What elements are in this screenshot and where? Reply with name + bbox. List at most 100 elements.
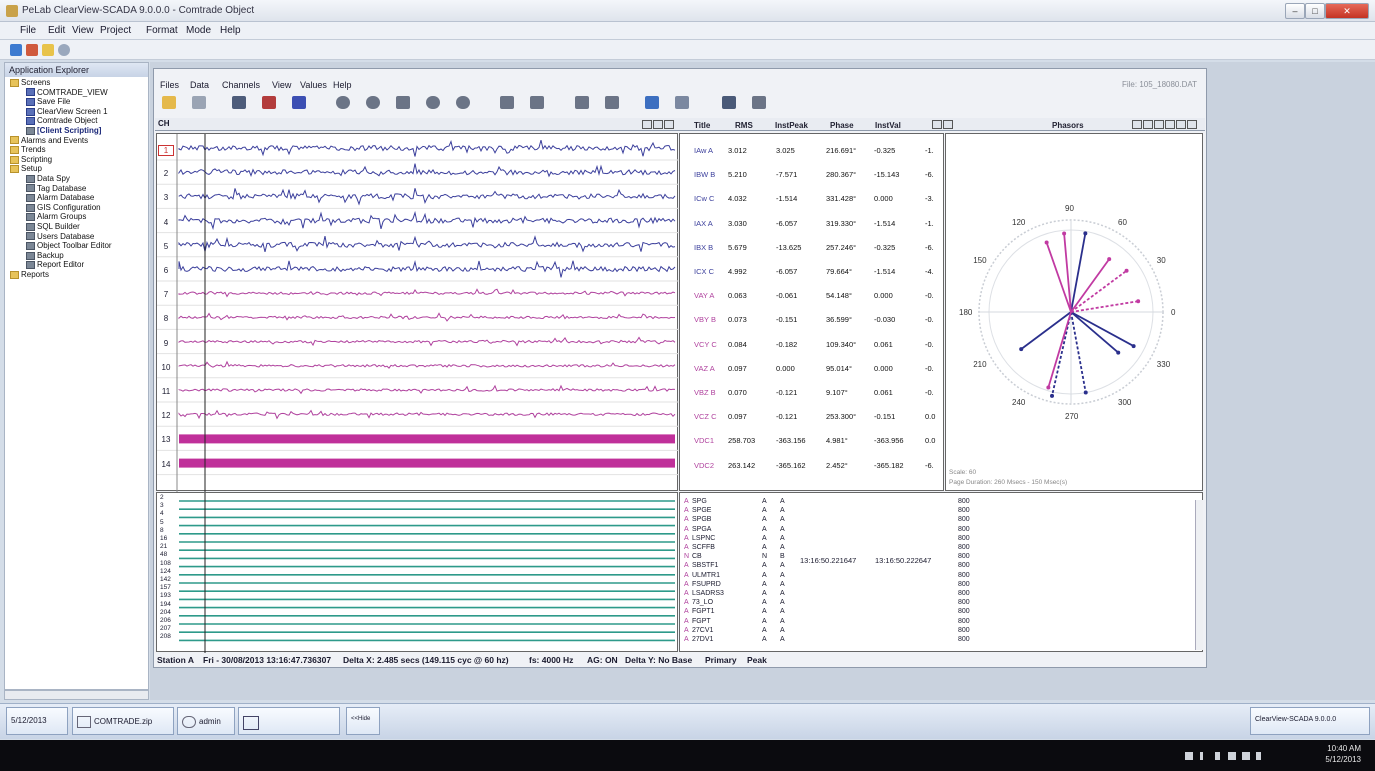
phasor-ctrl-2[interactable]: [1143, 120, 1153, 129]
tree-item[interactable]: Screens: [10, 78, 50, 87]
tree-item[interactable]: COMTRADE_VIEW: [26, 88, 108, 97]
viewer-menu-help[interactable]: Help: [333, 80, 352, 90]
tree-item[interactable]: Alarm Database: [26, 193, 94, 202]
sort-icon[interactable]: [752, 96, 766, 109]
menu-edit[interactable]: Edit: [48, 25, 66, 36]
channel-number[interactable]: 10: [161, 362, 171, 372]
panel-ctrl-3[interactable]: [664, 120, 674, 129]
minimize-button[interactable]: –: [1285, 3, 1305, 19]
tree-item[interactable]: Alarms and Events: [10, 136, 88, 145]
search-icon[interactable]: [396, 96, 410, 109]
tree-item[interactable]: Tag Database: [26, 184, 86, 193]
up-arrow-icon[interactable]: [336, 96, 350, 109]
digital-list-scrollbar[interactable]: [1195, 500, 1203, 650]
tree-item[interactable]: Object Toolbar Editor: [26, 241, 112, 250]
channel-number[interactable]: 5: [163, 241, 169, 251]
menu-view[interactable]: View: [72, 25, 94, 36]
tree-item[interactable]: Users Database: [26, 232, 94, 241]
layout-icon[interactable]: [675, 96, 689, 109]
tree-item[interactable]: Save File: [26, 97, 70, 106]
tree-item[interactable]: Trends: [10, 145, 46, 154]
viewer-menu-files[interactable]: Files: [160, 80, 180, 90]
export-icon[interactable]: [262, 96, 276, 109]
channel-number[interactable]: 13: [161, 435, 171, 445]
down-arrow-icon[interactable]: [366, 96, 380, 109]
viewer-menu-data[interactable]: Data: [190, 80, 210, 90]
menu-project[interactable]: Project: [100, 25, 132, 36]
phasor-ctrl-3[interactable]: [1154, 120, 1164, 129]
taskbar-admin[interactable]: admin: [177, 707, 235, 735]
channel-number[interactable]: 2: [163, 169, 169, 179]
tree-item[interactable]: Reports: [10, 270, 49, 279]
tree-item[interactable]: Comtrade Object: [26, 116, 97, 125]
viewer-menu-values[interactable]: Values: [300, 80, 327, 90]
channel-number[interactable]: 6: [163, 266, 169, 275]
settings-icon[interactable]: [232, 96, 246, 109]
explorer-horizontal-scrollbar[interactable]: [4, 690, 149, 700]
channel-number[interactable]: 7: [163, 290, 169, 300]
tray-arrow-icon[interactable]: [1200, 752, 1203, 760]
viewer-menu-channels[interactable]: Channels: [222, 80, 261, 90]
close-button[interactable]: ✕: [1325, 3, 1369, 19]
viewer-menu-view[interactable]: View: [272, 80, 292, 90]
channel-number[interactable]: 9: [163, 338, 169, 348]
digital-value: 800: [958, 525, 970, 533]
tree-item[interactable]: Data Spy: [26, 174, 70, 183]
tray-flag2-icon[interactable]: [1228, 752, 1236, 760]
tree-item[interactable]: Setup: [10, 164, 42, 173]
maximize-button[interactable]: □: [1305, 3, 1325, 19]
cursor-right-icon[interactable]: [605, 96, 619, 109]
panel-ctrl-2[interactable]: [653, 120, 663, 129]
taskbar-hide[interactable]: <<Hide: [346, 707, 380, 735]
run-icon[interactable]: [10, 44, 22, 56]
mode-icon[interactable]: [42, 44, 54, 56]
cursor-left-icon[interactable]: [575, 96, 589, 109]
tree-item[interactable]: SQL Builder: [26, 222, 80, 231]
stop-icon[interactable]: [26, 44, 38, 56]
channel-number[interactable]: 4: [163, 217, 169, 227]
channel-number[interactable]: 14: [161, 459, 171, 469]
taskbar-network[interactable]: [238, 707, 340, 735]
tray-power-icon[interactable]: [1242, 752, 1250, 760]
channel-number[interactable]: 12: [161, 411, 171, 421]
menu-help[interactable]: Help: [220, 25, 241, 36]
print-icon[interactable]: [292, 96, 306, 109]
menu-mode[interactable]: Mode: [186, 25, 212, 36]
digital-channels-panel[interactable]: [156, 492, 678, 653]
table-ctrl-1[interactable]: [932, 120, 942, 129]
grid-icon[interactable]: [722, 96, 736, 109]
tree-item[interactable]: [Client Scripting]: [26, 126, 101, 135]
menu-format[interactable]: Format: [146, 25, 178, 36]
tree-item[interactable]: ClearView Screen 1: [26, 107, 108, 116]
tray-volume-icon[interactable]: [1256, 752, 1261, 760]
channel-number[interactable]: 1: [158, 145, 174, 156]
taskbar-comtrade[interactable]: COMTRADE.zip: [72, 707, 174, 735]
open-file-icon[interactable]: [162, 96, 176, 109]
phasor-ctrl-5[interactable]: [1176, 120, 1186, 129]
refresh-icon[interactable]: [58, 44, 70, 56]
table-ctrl-close[interactable]: [943, 120, 953, 129]
save-icon[interactable]: [192, 96, 206, 109]
tray-network-icon[interactable]: [1185, 752, 1193, 760]
phasor-ctrl-1[interactable]: [1132, 120, 1142, 129]
channel-number[interactable]: 11: [161, 387, 171, 396]
tree-item[interactable]: Scripting: [10, 155, 52, 164]
channel-number[interactable]: 3: [163, 193, 169, 203]
phasor-ctrl-4[interactable]: [1165, 120, 1175, 129]
menu-file[interactable]: File: [20, 25, 37, 36]
tree-item[interactable]: GIS Configuration: [26, 203, 101, 212]
tray-flag-icon[interactable]: [1215, 752, 1220, 760]
analog-waveform-panel[interactable]: [156, 133, 679, 492]
tree-item[interactable]: Report Editor: [26, 260, 84, 269]
panel-ctrl-1[interactable]: [642, 120, 652, 129]
redo-icon[interactable]: [530, 96, 544, 109]
zoom-out-icon[interactable]: [456, 96, 470, 109]
zoom-in-icon[interactable]: [426, 96, 440, 109]
tree-item[interactable]: Backup: [26, 251, 64, 260]
phasor-ctrl-close[interactable]: [1187, 120, 1197, 129]
undo-icon[interactable]: [500, 96, 514, 109]
tree-item[interactable]: Alarm Groups: [26, 212, 86, 221]
channel-number[interactable]: 8: [163, 314, 169, 324]
system-clock[interactable]: 10:40 AM 5/12/2013: [1325, 743, 1361, 765]
chart-type-icon[interactable]: [645, 96, 659, 109]
